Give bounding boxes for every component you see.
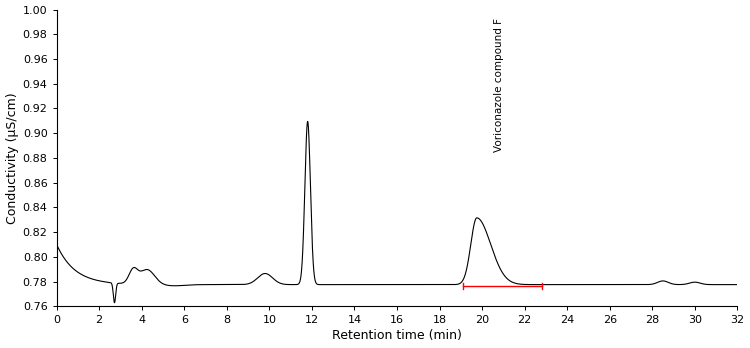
X-axis label: Retention time (min): Retention time (min) xyxy=(332,330,462,342)
Y-axis label: Conductivity (μS/cm): Conductivity (μS/cm) xyxy=(5,92,19,224)
Text: Voriconazole compound F: Voriconazole compound F xyxy=(494,18,504,152)
